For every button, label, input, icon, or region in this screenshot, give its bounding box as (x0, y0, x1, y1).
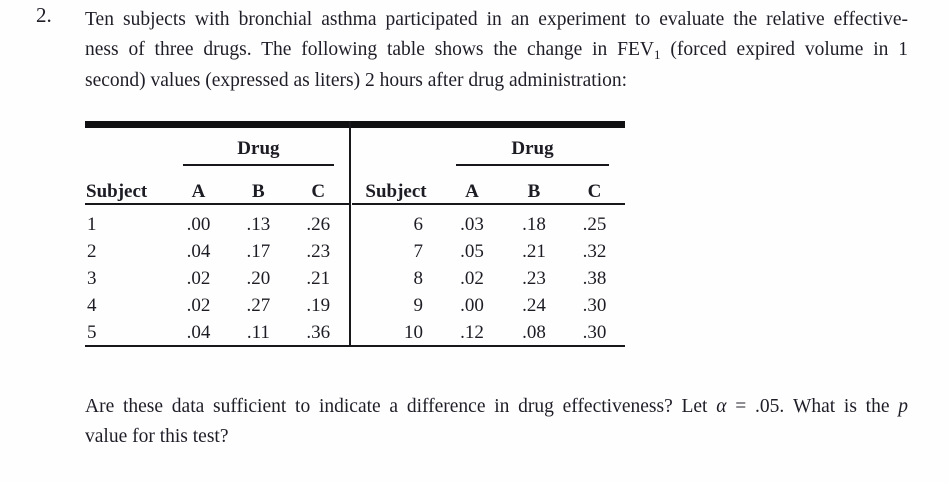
intro-paragraph: Ten subjects with bronchial asthma parti… (85, 5, 908, 96)
cell-drug-b: .18 (522, 213, 546, 235)
cell-drug-b: .27 (246, 294, 271, 316)
cell-drug-b: .17 (246, 240, 271, 262)
cell-drug-c: .21 (306, 267, 331, 289)
table-row: 1 .00 .13 .26 (85, 204, 350, 238)
table-top-rule (85, 121, 625, 128)
intro-line-3: second) values (expressed as liters) 2 h… (85, 70, 628, 91)
cell-drug-b: .11 (246, 321, 270, 343)
cell-subject: 2 (87, 240, 97, 262)
right-header-subject: Subject (352, 166, 440, 205)
table-bottom-rule (85, 345, 625, 347)
left-column-header-row: Subject A B C (85, 166, 350, 205)
right-subjects-table: Drug Subject A B C 6 .03 .18 .25 7 .05 (352, 128, 626, 346)
table-row: 9 .00 .24 .30 (352, 292, 625, 319)
cell-drug-a: .02 (186, 294, 211, 316)
cell-drug-b: .13 (246, 213, 271, 235)
intro-line-2-post: (forced expired volume in 1 (660, 39, 909, 60)
table-row: 10 .12 .08 .30 (352, 319, 625, 346)
cell-drug-c: .30 (582, 321, 607, 343)
cell-subject: 4 (87, 294, 97, 316)
question-line-1-mid: = .05. What is the (726, 396, 899, 417)
cell-subject: 6 (413, 213, 424, 235)
cell-drug-b: .24 (522, 294, 546, 316)
fev-data-table: Drug Subject A B C 1 .00 .13 .26 2 .04 (85, 121, 626, 347)
left-subjects-table: Drug Subject A B C 1 .00 .13 .26 2 .04 (85, 128, 350, 346)
table-row: 2 .04 .17 .23 (85, 238, 350, 265)
cell-subject: 7 (413, 240, 424, 262)
cell-drug-b: .20 (246, 267, 271, 289)
cell-drug-a: .12 (460, 321, 484, 343)
left-header-subject: Subject (85, 166, 167, 205)
alpha-symbol: α (716, 396, 727, 417)
fev-subscript: 1 (654, 47, 661, 62)
cell-subject: 9 (413, 294, 424, 316)
left-drug-group-header: Drug (182, 138, 334, 166)
cell-drug-a: .00 (460, 294, 484, 316)
cell-drug-a: .00 (186, 213, 211, 235)
cell-drug-a: .05 (460, 240, 484, 262)
cell-subject: 10 (404, 321, 423, 343)
table-row: 7 .05 .21 .32 (352, 238, 625, 265)
right-drug-group-header: Drug (456, 138, 610, 166)
cell-drug-c: .30 (582, 294, 607, 316)
left-header-a: A (166, 166, 231, 205)
cell-subject: 3 (87, 267, 97, 289)
table-row: 3 .02 .20 .21 (85, 265, 350, 292)
table-row: 6 .03 .18 .25 (352, 204, 625, 238)
cell-drug-c: .25 (582, 213, 607, 235)
intro-line-2-pre: ness of three drugs. The following table… (85, 39, 655, 60)
question-line-2: value for this test? (85, 426, 229, 447)
table-right-half: Drug Subject A B C 6 .03 .18 .25 7 .05 (352, 128, 626, 346)
question-line-1: Are these data sufficient to indicate a … (85, 392, 908, 422)
cell-drug-c: .32 (582, 240, 607, 262)
p-symbol: p (898, 396, 908, 417)
cell-drug-a: .03 (460, 213, 484, 235)
cell-drug-a: .02 (186, 267, 211, 289)
intro-line-2: ness of three drugs. The following table… (85, 35, 908, 66)
table-row: 4 .02 .27 .19 (85, 292, 350, 319)
cell-drug-c: .36 (306, 321, 331, 343)
cell-drug-a: .02 (460, 267, 484, 289)
left-header-b: B (230, 166, 287, 205)
right-header-a: A (440, 166, 504, 205)
right-header-c: C (564, 166, 626, 205)
left-drug-group-row: Drug (85, 128, 350, 166)
problem-number: 2. (36, 3, 52, 27)
cell-subject: 1 (87, 213, 97, 235)
table-row: 8 .02 .23 .38 (352, 265, 625, 292)
right-drug-group-row: Drug (352, 128, 625, 166)
question-paragraph: Are these data sufficient to indicate a … (85, 392, 908, 452)
intro-line-1: Ten subjects with bronchial asthma parti… (85, 9, 908, 30)
left-header-c: C (286, 166, 350, 205)
table-row: 5 .04 .11 .36 (85, 319, 350, 346)
cell-drug-b: .23 (522, 267, 546, 289)
cell-drug-c: .38 (582, 267, 607, 289)
cell-drug-c: .23 (306, 240, 331, 262)
cell-subject: 8 (413, 267, 424, 289)
question-line-1-pre: Are these data sufficient to indicate a … (85, 396, 717, 417)
right-column-header-row: Subject A B C (352, 166, 626, 205)
cell-drug-c: .26 (306, 213, 331, 235)
cell-drug-b: .21 (522, 240, 546, 262)
table-left-half: Drug Subject A B C 1 .00 .13 .26 2 .04 (85, 128, 350, 346)
cell-drug-c: .19 (306, 294, 331, 316)
right-header-b: B (504, 166, 564, 205)
table-center-divider (349, 121, 351, 347)
cell-drug-b: .08 (522, 321, 546, 343)
cell-drug-a: .04 (186, 321, 211, 343)
cell-subject: 5 (87, 321, 97, 343)
cell-drug-a: .04 (186, 240, 211, 262)
